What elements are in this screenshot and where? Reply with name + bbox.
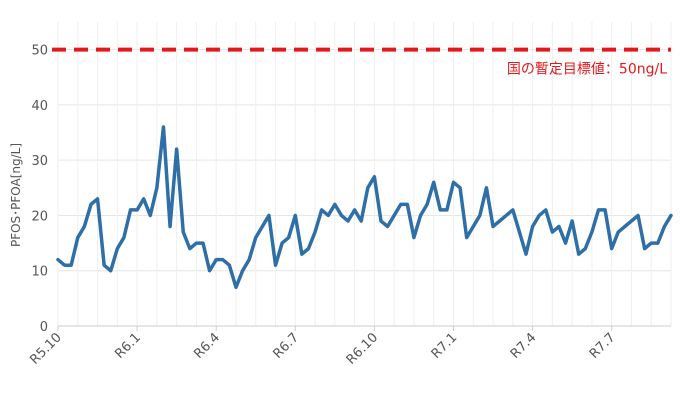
y-tick-label: 50 <box>31 44 48 59</box>
x-tick-label: R6.7 <box>270 330 302 362</box>
x-tick-label: R6.1 <box>112 330 144 362</box>
reference-line-label: 国の暫定目標値：50ng/L <box>507 62 667 78</box>
series-group <box>56 125 673 290</box>
x-tick-label: R5.10 <box>27 330 64 367</box>
y-tick-label: 40 <box>31 99 48 114</box>
y-tick-label: 20 <box>31 209 48 224</box>
x-tick-label: R6.10 <box>344 330 381 367</box>
x-tick-label: R7.7 <box>587 330 619 362</box>
x-tick-label: R7.1 <box>429 330 461 362</box>
y-tick-label: 30 <box>31 154 48 169</box>
series-line <box>56 125 673 290</box>
x-axis: R5.10 R6.1 R6.4 R6.7 R6.10 R7.1 R7.4 R7.7 <box>27 325 671 368</box>
y-tick-label: 0 <box>40 320 48 335</box>
y-axis-title: PFOS･PFOA[ng/L] <box>9 143 23 247</box>
reference-line-group: 国の暫定目標値：50ng/L <box>52 47 671 78</box>
x-tick-label: R7.4 <box>508 330 540 362</box>
y-axis: 0 10 20 30 40 50 <box>31 44 48 335</box>
x-tick-label: R6.4 <box>191 330 223 362</box>
y-tick-label: 10 <box>31 265 48 280</box>
grid <box>57 22 672 327</box>
